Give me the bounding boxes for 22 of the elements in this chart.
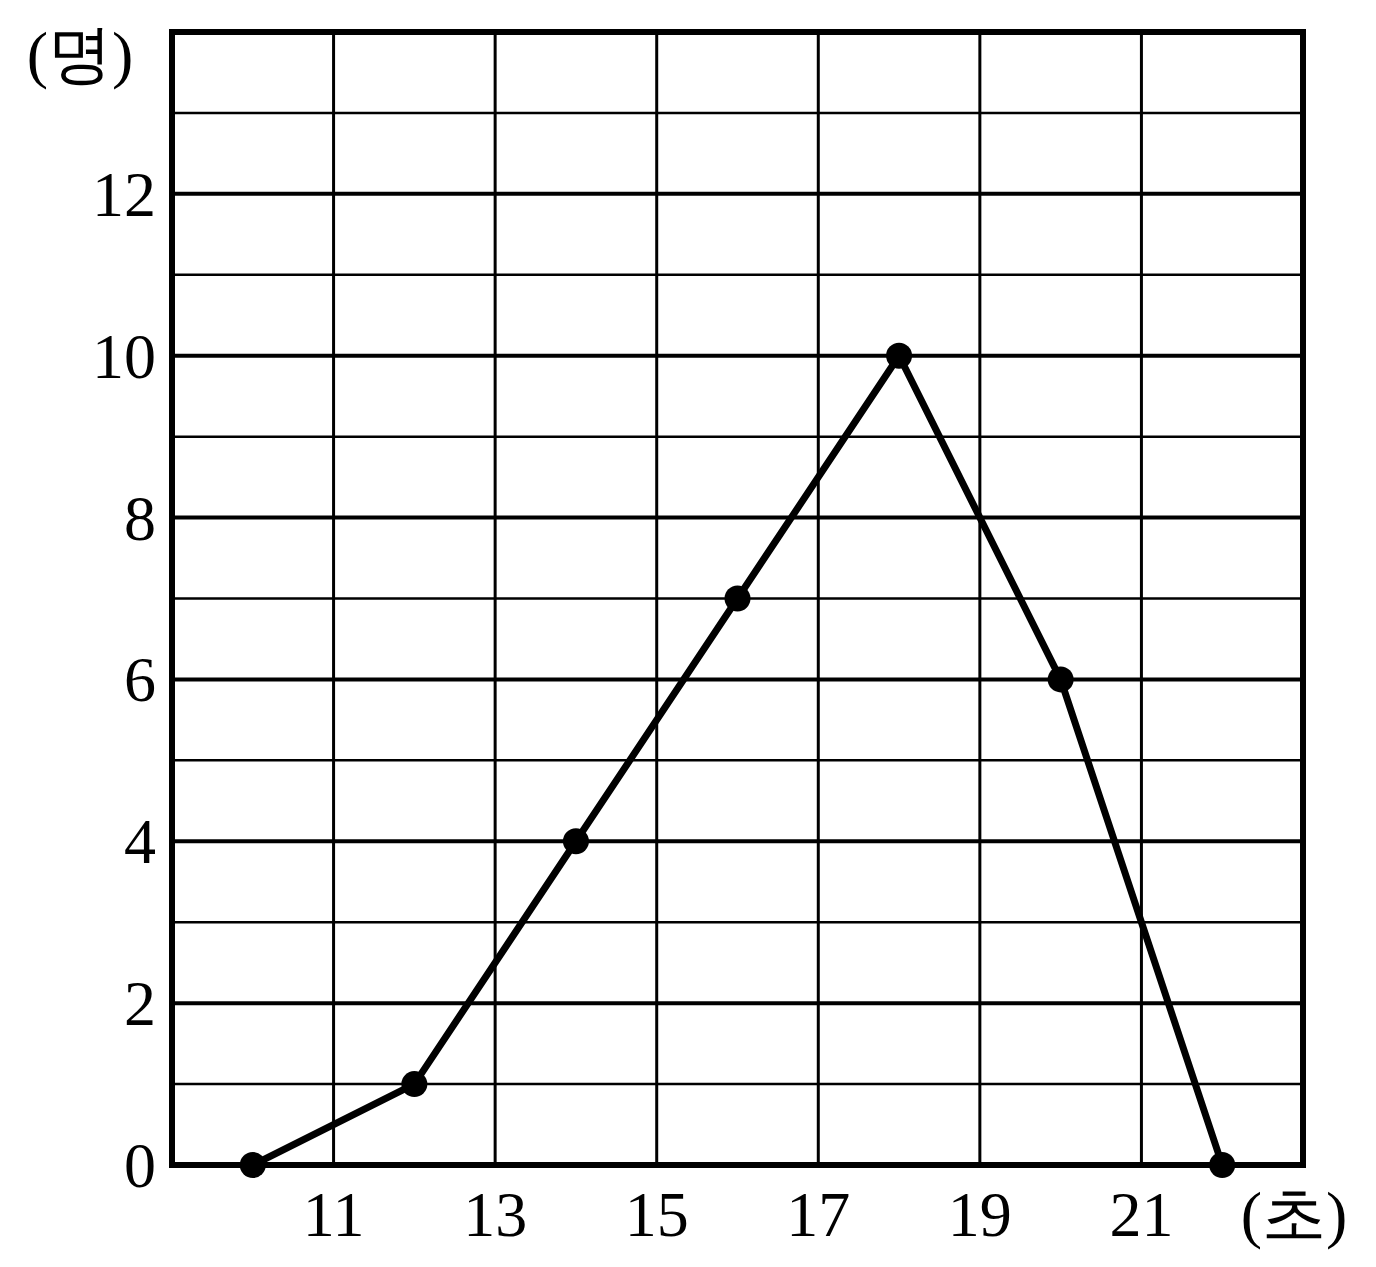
point <box>562 828 589 855</box>
point <box>401 1071 428 1098</box>
x-tick-label: 17 <box>786 1179 851 1250</box>
x-axis-title: (초) <box>1240 1179 1348 1250</box>
x-tick-label: 19 <box>947 1179 1012 1250</box>
point <box>886 342 913 369</box>
y-tick-label: 8 <box>124 482 156 554</box>
point <box>724 585 751 612</box>
y-tick-label: 0 <box>124 1130 156 1201</box>
y-tick-label: 2 <box>124 968 156 1040</box>
point <box>239 1152 266 1178</box>
x-tick-label: 13 <box>463 1179 528 1250</box>
y-tick-label: 4 <box>124 806 156 878</box>
y-tick-label: 6 <box>124 644 156 716</box>
point <box>1047 666 1074 693</box>
y-tick-label: 10 <box>92 320 156 392</box>
x-tick-label: 11 <box>302 1179 365 1250</box>
y-tick-label: 12 <box>92 158 156 230</box>
x-tick-label: 21 <box>1109 1179 1174 1250</box>
y-axis-title: (명) <box>26 19 134 90</box>
point <box>1209 1152 1236 1178</box>
x-tick-label: 15 <box>624 1179 689 1250</box>
